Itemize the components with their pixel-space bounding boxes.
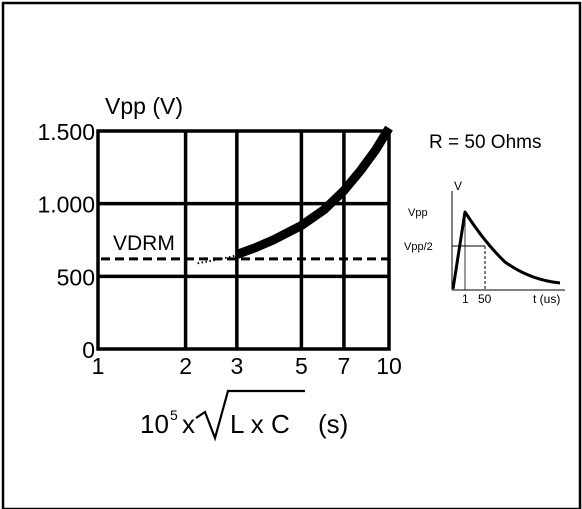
- y-axis-title: Vpp (V): [105, 93, 183, 119]
- inset-half-label: Vpp/2: [404, 241, 433, 253]
- x-tick-label: 7: [338, 353, 351, 379]
- pulse-waveform-inset: V Vpp Vpp/2 1 50 t (us): [404, 179, 565, 306]
- surge-curve: [235, 125, 393, 259]
- y-tick-label: 1.500: [37, 119, 95, 145]
- plot-frame: [96, 129, 391, 351]
- series-group: [197, 125, 393, 265]
- surge-curve-dotted: [197, 254, 238, 265]
- resistance-annotation: R = 50 Ohms: [429, 132, 541, 153]
- plot-grid: [96, 129, 391, 351]
- x-title-times: x: [182, 409, 195, 439]
- x-title-exponent: 5: [170, 407, 178, 423]
- y-tick-label: 500: [57, 264, 95, 290]
- tick-labels: 1 2 3 5 7 10 0 500 1.000 1.500: [37, 119, 401, 379]
- inset-peak-label: Vpp: [408, 207, 428, 219]
- x-tick-label: 5: [295, 353, 308, 379]
- x-tick-label: 3: [230, 353, 243, 379]
- inset-tick-50: 50: [478, 292, 492, 306]
- x-title-unit: (s): [318, 409, 348, 439]
- x-tick-label: 2: [179, 353, 192, 379]
- inset-pulse-curve: [451, 210, 561, 290]
- vdrm-label: VDRM: [113, 232, 175, 255]
- y-tick-label: 0: [82, 337, 95, 363]
- x-axis-title: 10 5 x L x C (s): [140, 389, 348, 442]
- inset-y-label: V: [454, 179, 462, 193]
- y-tick-label: 1.000: [37, 192, 95, 218]
- x-title-base: 10: [140, 409, 169, 439]
- inset-tick-1: 1: [462, 292, 469, 306]
- x-title-radicand: L x C: [230, 409, 290, 439]
- sqrt-symbol: [195, 389, 305, 442]
- x-tick-label: 10: [376, 353, 402, 379]
- x-tick-label: 1: [92, 353, 105, 379]
- inset-x-label: t (us): [533, 292, 560, 306]
